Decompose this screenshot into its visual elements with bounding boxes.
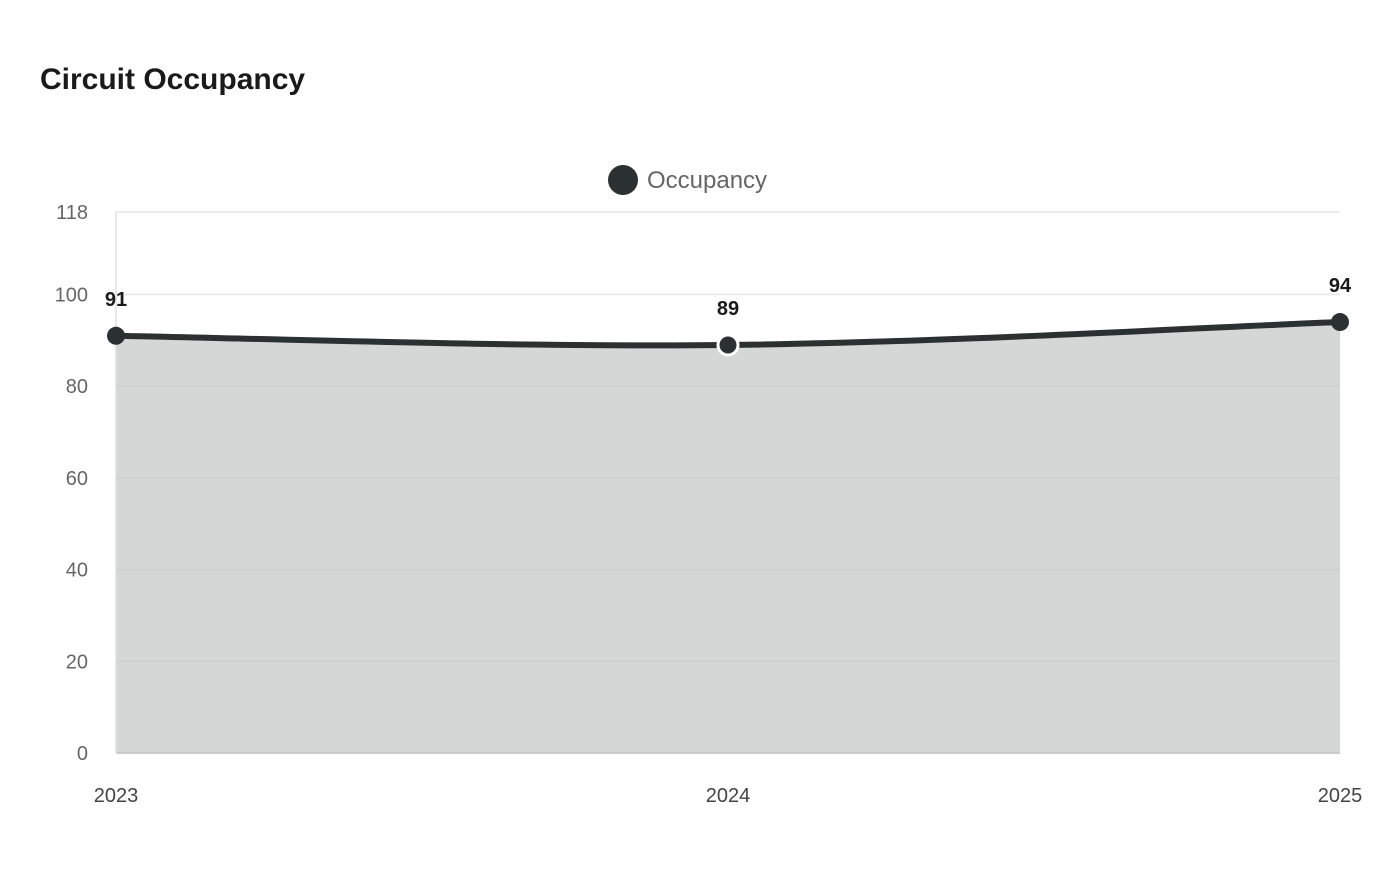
legend: Occupancy bbox=[608, 165, 767, 195]
data-points bbox=[107, 313, 1349, 357]
x-tick-label-2024: 2024 bbox=[706, 785, 751, 807]
y-tick-label-0: 0 bbox=[77, 743, 88, 765]
y-tick-label-100: 100 bbox=[55, 285, 88, 307]
area-fill-layer bbox=[116, 322, 1340, 754]
legend-label-occupancy: Occupancy bbox=[647, 167, 767, 194]
data-label-2025: 94 bbox=[1329, 275, 1352, 297]
chart-title: Circuit Occupancy bbox=[40, 63, 306, 96]
x-tick-label-2025: 2025 bbox=[1318, 785, 1363, 807]
data-label-2024: 89 bbox=[717, 298, 739, 320]
legend-marker bbox=[608, 165, 638, 195]
y-tick-label-20: 20 bbox=[66, 651, 88, 673]
data-point-2023 bbox=[107, 326, 125, 345]
occupancy-area bbox=[116, 322, 1340, 753]
y-tick-label-60: 60 bbox=[66, 468, 88, 490]
data-point-2025 bbox=[1331, 313, 1349, 332]
labels: 0 20 40 60 80 100 118 91 2023 89 2024 94 2025 bbox=[55, 202, 1363, 807]
y-tick-label-118: 118 bbox=[56, 202, 88, 224]
data-point-2024 bbox=[716, 333, 740, 357]
y-tick-label-40: 40 bbox=[66, 560, 88, 582]
x-tick-label-2023: 2023 bbox=[94, 785, 139, 807]
y-tick-label-80: 80 bbox=[66, 376, 88, 398]
data-label-2023: 91 bbox=[105, 289, 127, 311]
